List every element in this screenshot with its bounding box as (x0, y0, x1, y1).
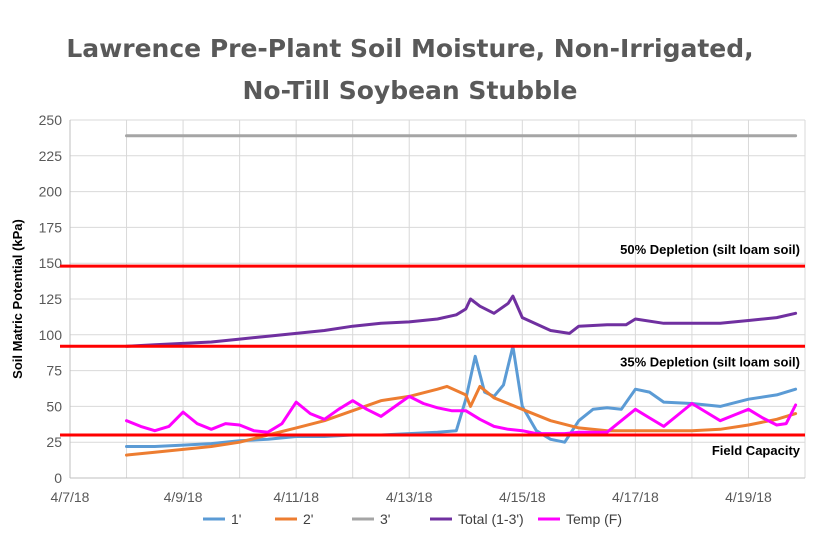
y-tick-label: 125 (39, 291, 63, 307)
y-tick-label: 200 (39, 184, 63, 200)
y-tick-label: 150 (39, 255, 63, 271)
legend-label: 2' (303, 511, 313, 527)
legend-label: 1' (231, 511, 241, 527)
reference-line-label: 35% Depletion (silt loam soil) (620, 354, 800, 369)
x-tick-label: 4/17/18 (612, 489, 659, 505)
y-tick-label: 50 (46, 398, 62, 414)
y-tick-label: 0 (54, 470, 62, 486)
x-tick-label: 4/19/18 (725, 489, 772, 505)
x-tick-label: 4/15/18 (499, 489, 546, 505)
y-tick-label: 250 (39, 112, 63, 128)
reference-line-label: Field Capacity (712, 443, 801, 458)
y-tick-label: 75 (46, 363, 62, 379)
y-tick-label: 100 (39, 327, 63, 343)
legend-label: Total (1-3') (458, 511, 524, 527)
series-line-0 (125, 344, 798, 448)
legend-label: Temp (F) (566, 511, 622, 527)
series-line-3 (125, 294, 798, 348)
y-tick-label: 225 (39, 148, 63, 164)
y-tick-label: 25 (46, 434, 62, 450)
y-axis-label: Soil Matric Potential (kPa) (10, 219, 25, 379)
y-tick-label: 175 (39, 219, 63, 235)
chart-title-line-2: No-Till Soybean Stubble (242, 76, 578, 105)
x-tick-label: 4/11/18 (273, 489, 319, 505)
series-line-1 (125, 384, 798, 457)
x-tick-label: 4/13/18 (386, 489, 433, 505)
series-line-4 (125, 394, 798, 436)
reference-line-label: 50% Depletion (silt loam soil) (620, 242, 800, 257)
x-tick-label: 4/9/18 (164, 489, 203, 505)
chart-title-line-1: Lawrence Pre-Plant Soil Moisture, Non-Ir… (66, 34, 754, 63)
legend-label: 3' (380, 511, 390, 527)
x-tick-label: 4/7/18 (51, 489, 90, 505)
